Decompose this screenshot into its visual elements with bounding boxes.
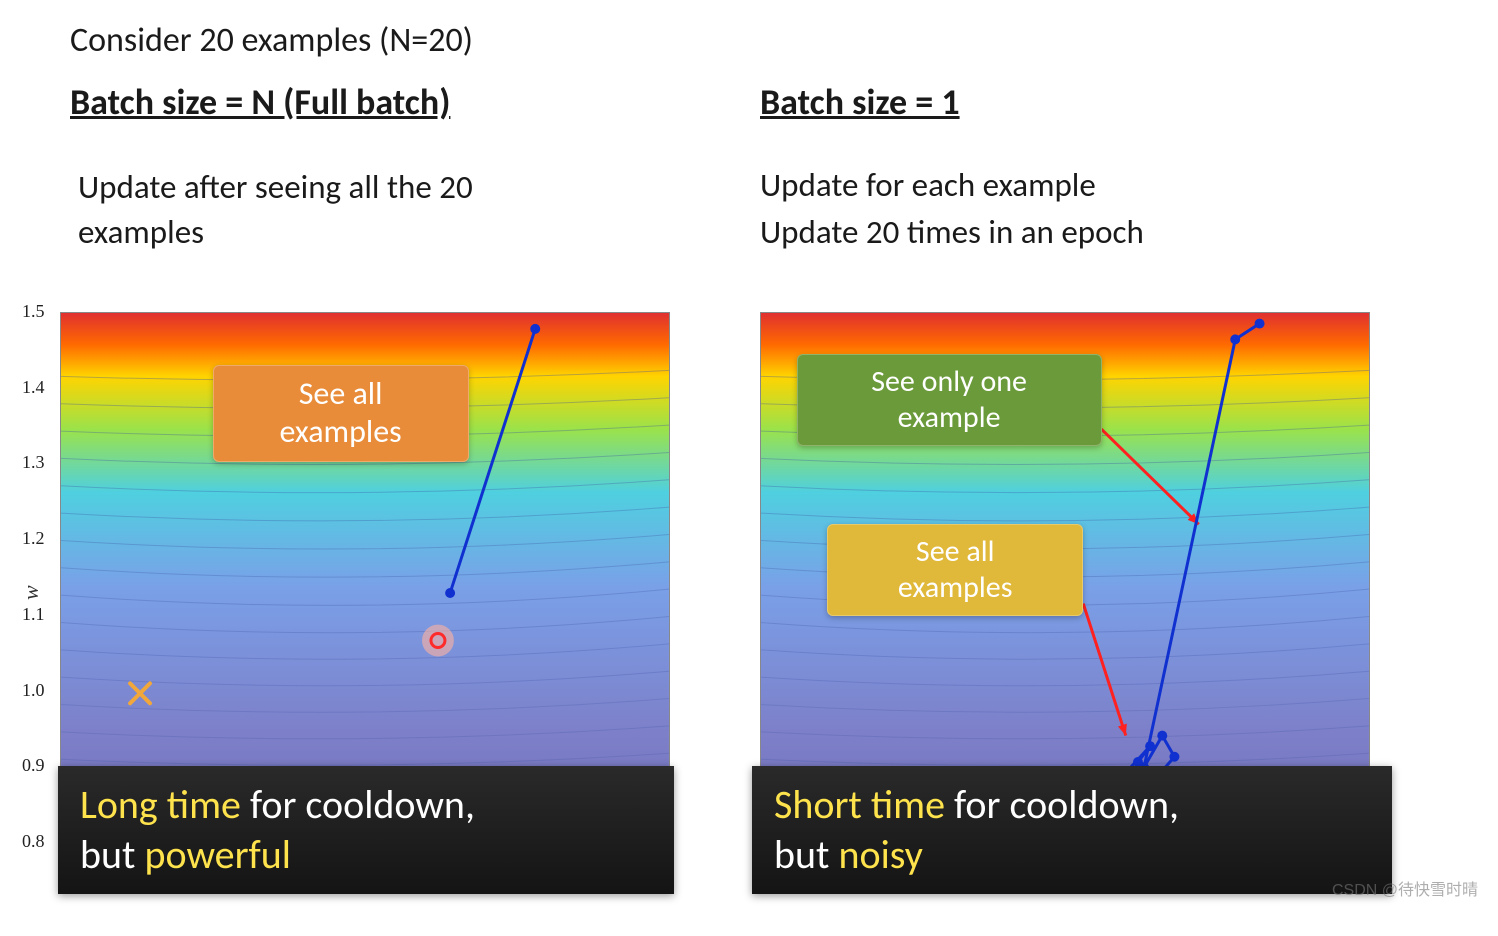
left-summary-hl2: powerful bbox=[144, 830, 290, 879]
left-ytick: 1.5 bbox=[22, 301, 45, 322]
left-ylabel: w bbox=[18, 585, 44, 600]
header-line1: Consider 20 examples (N=20) bbox=[70, 20, 473, 61]
right-subtitle-l2: Update 20 times in an epoch bbox=[760, 212, 1144, 252]
left-ytick: 0.8 bbox=[22, 831, 45, 852]
left-ytick: 1.2 bbox=[22, 528, 45, 549]
right-title: Batch size = 1 bbox=[760, 80, 960, 124]
watermark: CSDN @待快雪时晴 bbox=[1332, 876, 1478, 900]
right-summary-before2: but bbox=[774, 830, 838, 879]
right-callout1-l2: example bbox=[815, 400, 1084, 436]
right-callout-all-examples: See all examples bbox=[827, 524, 1083, 616]
left-ytick: 1.1 bbox=[22, 604, 45, 625]
right-summary-after1: for cooldown, bbox=[945, 780, 1179, 829]
right-callout2-l1: See all bbox=[845, 534, 1065, 570]
left-callout-l1: See all bbox=[231, 375, 451, 413]
left-summary-before2: but bbox=[80, 830, 144, 879]
left-ytick: 1.4 bbox=[22, 377, 45, 398]
right-summary-hl1: Short time bbox=[774, 780, 945, 829]
right-summary-box: Short time for cooldown, but noisy bbox=[752, 766, 1392, 894]
left-callout: See all examples bbox=[213, 365, 469, 462]
left-ytick: 1.0 bbox=[22, 680, 45, 701]
left-ytick: 0.9 bbox=[22, 755, 45, 776]
left-ytick: 1.3 bbox=[22, 452, 45, 473]
left-subtitle: Update after seeing all the 20 examples bbox=[78, 165, 598, 254]
left-callout-l2: examples bbox=[231, 413, 451, 451]
right-summary-hl2: noisy bbox=[838, 830, 922, 879]
right-callout1-l1: See only one bbox=[815, 364, 1084, 400]
right-callout-one-example: See only one example bbox=[797, 354, 1102, 446]
right-subtitle-l1: Update for each example bbox=[760, 165, 1096, 205]
left-summary-box: Long time for cooldown, but powerful bbox=[58, 766, 674, 894]
right-callout2-l2: examples bbox=[845, 570, 1065, 606]
left-summary-hl1: Long time bbox=[80, 780, 241, 829]
left-summary-after1: for cooldown, bbox=[241, 780, 475, 829]
left-title: Batch size = N (Full batch) bbox=[70, 80, 450, 124]
